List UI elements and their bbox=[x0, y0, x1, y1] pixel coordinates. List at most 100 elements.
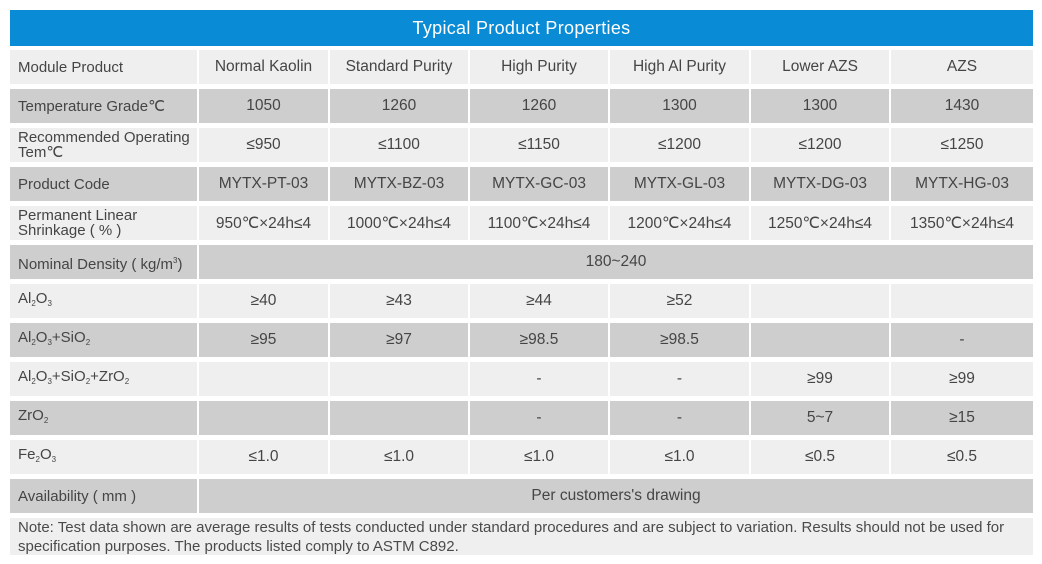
label-text: O bbox=[35, 368, 48, 385]
value-cell: ≥52 bbox=[610, 284, 749, 318]
row-label-text: Permanent Linear Shrinkage ( % ) bbox=[18, 208, 197, 238]
value-cell: ≤1250 bbox=[891, 128, 1033, 162]
table-title: Typical Product Properties bbox=[10, 10, 1033, 46]
value-cell: ≤0.5 bbox=[891, 440, 1033, 474]
value-cell: - bbox=[470, 401, 608, 435]
value-cell: - bbox=[610, 401, 749, 435]
label-text: ZrO bbox=[18, 407, 44, 424]
label-text: O bbox=[35, 329, 48, 346]
value-cell: ≥15 bbox=[891, 401, 1033, 435]
column-header: Normal Kaolin bbox=[199, 50, 328, 84]
value-cell: ≤950 bbox=[199, 128, 328, 162]
subscript: 2 bbox=[85, 377, 91, 386]
value-cell bbox=[199, 362, 328, 396]
label-text: Module Product bbox=[18, 58, 124, 76]
value-cell: 1300 bbox=[751, 89, 889, 123]
row-label-text: Module Product bbox=[18, 60, 123, 75]
value-cell: 1430 bbox=[891, 89, 1033, 123]
value-cell: ≤1.0 bbox=[199, 440, 328, 474]
row-label: Product Code bbox=[10, 167, 197, 201]
value-cell: 1100℃×24h≤4 bbox=[470, 206, 608, 240]
row-label: Temperature Grade℃ bbox=[10, 89, 197, 123]
value-cell: ≤1.0 bbox=[470, 440, 608, 474]
value-cell bbox=[330, 362, 468, 396]
row-label-text: Al2O3+SiO2 bbox=[18, 330, 90, 350]
row-label: Availability ( mm ) bbox=[10, 479, 197, 513]
value-cell: 1200℃×24h≤4 bbox=[610, 206, 749, 240]
value-cell: - bbox=[610, 362, 749, 396]
value-cell: ≤1200 bbox=[610, 128, 749, 162]
row-label-text: ZrO2 bbox=[18, 408, 48, 428]
label-text: +ZrO bbox=[90, 368, 125, 385]
column-header: Lower AZS bbox=[751, 50, 889, 84]
subscript: 2 bbox=[124, 377, 130, 386]
value-cell: ≥97 bbox=[330, 323, 468, 357]
value-cell: 1260 bbox=[470, 89, 608, 123]
value-cell: ≤1100 bbox=[330, 128, 468, 162]
value-cell bbox=[199, 401, 328, 435]
subscript: 2 bbox=[85, 338, 91, 347]
value-cell: MYTX-BZ-03 bbox=[330, 167, 468, 201]
label-text: O bbox=[39, 446, 52, 463]
subscript: 3 bbox=[47, 299, 52, 308]
value-cell bbox=[891, 284, 1033, 318]
subscript: 2 bbox=[31, 299, 36, 308]
value-cell: 1260 bbox=[330, 89, 468, 123]
column-header: AZS bbox=[891, 50, 1033, 84]
subscript: 3 bbox=[51, 455, 57, 464]
merged-value-cell: Per customers's drawing bbox=[199, 479, 1033, 513]
footnote: Note: Test data shown are average result… bbox=[10, 518, 1033, 555]
value-cell: ≥98.5 bbox=[610, 323, 749, 357]
row-label-text: Nominal Density ( kg/m3) bbox=[18, 253, 183, 272]
value-cell bbox=[330, 401, 468, 435]
value-cell: 1250℃×24h≤4 bbox=[751, 206, 889, 240]
label-text: Al bbox=[18, 329, 32, 346]
label-text: ) bbox=[177, 255, 183, 273]
value-cell: ≥40 bbox=[199, 284, 328, 318]
subscript: 2 bbox=[43, 416, 49, 425]
value-cell: ≥43 bbox=[330, 284, 468, 318]
value-cell bbox=[751, 323, 889, 357]
subscript: 2 bbox=[31, 377, 36, 386]
value-cell: - bbox=[891, 323, 1033, 357]
label-text: +SiO bbox=[51, 329, 86, 346]
value-cell: ≤1.0 bbox=[330, 440, 468, 474]
row-label-text: Availability ( mm ) bbox=[18, 489, 136, 504]
value-cell: MYTX-DG-03 bbox=[751, 167, 889, 201]
row-label: Nominal Density ( kg/m3) bbox=[10, 245, 197, 279]
value-cell: 1050 bbox=[199, 89, 328, 123]
value-cell: ≤1150 bbox=[470, 128, 608, 162]
row-label: Al2O3+SiO2+ZrO2 bbox=[10, 362, 197, 396]
row-label: Al2O3 bbox=[10, 284, 197, 318]
label-text: Availability ( mm ) bbox=[18, 487, 137, 505]
superscript: 3 bbox=[173, 255, 178, 265]
row-label: ZrO2 bbox=[10, 401, 197, 435]
value-cell: MYTX-GC-03 bbox=[470, 167, 608, 201]
properties-table: Module Product Normal Kaolin Standard Puri… bbox=[10, 50, 1033, 513]
row-label-text: Temperature Grade℃ bbox=[18, 99, 165, 114]
column-header: High Purity bbox=[470, 50, 608, 84]
value-cell: ≥99 bbox=[891, 362, 1033, 396]
row-label-text: Product Code bbox=[18, 177, 110, 192]
row-label: Recommended Operating Tem℃ bbox=[10, 128, 197, 162]
value-cell: 1300 bbox=[610, 89, 749, 123]
label-text: Al bbox=[18, 368, 32, 385]
label-text: Product Code bbox=[18, 175, 110, 193]
value-cell: 1000℃×24h≤4 bbox=[330, 206, 468, 240]
value-cell: 1350℃×24h≤4 bbox=[891, 206, 1033, 240]
value-cell: ≥99 bbox=[751, 362, 889, 396]
label-text: Nominal Density ( kg/m bbox=[18, 255, 174, 273]
value-cell: MYTX-GL-03 bbox=[610, 167, 749, 201]
label-text: O bbox=[35, 290, 48, 307]
value-cell: ≥98.5 bbox=[470, 323, 608, 357]
value-cell: 950℃×24h≤4 bbox=[199, 206, 328, 240]
merged-value-cell: 180~240 bbox=[199, 245, 1033, 279]
row-label-text: Recommended Operating Tem℃ bbox=[18, 130, 197, 160]
value-cell: MYTX-HG-03 bbox=[891, 167, 1033, 201]
row-label: Fe2O3 bbox=[10, 440, 197, 474]
subscript: 2 bbox=[31, 338, 36, 347]
row-label: Al2O3+SiO2 bbox=[10, 323, 197, 357]
value-cell: MYTX-PT-03 bbox=[199, 167, 328, 201]
subscript: 2 bbox=[35, 455, 40, 464]
value-cell: ≥44 bbox=[470, 284, 608, 318]
